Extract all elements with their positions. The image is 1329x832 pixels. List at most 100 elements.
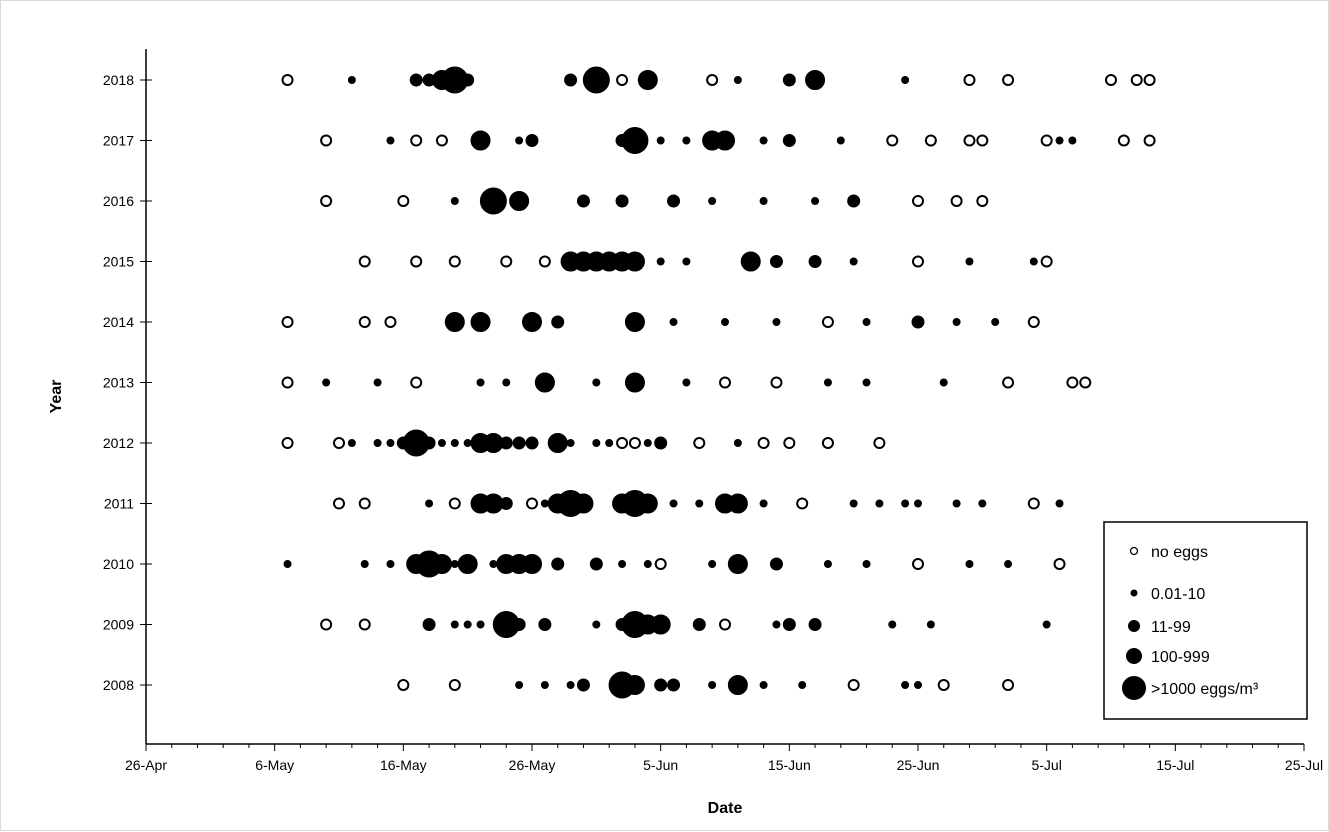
point-no-eggs [397,679,410,691]
point-no-eggs [281,316,294,328]
point-no-eggs [410,255,423,268]
point-no-eggs [847,679,860,691]
point-eggs-a [759,136,768,145]
point-eggs-b [782,618,796,631]
point-eggs-a [476,378,485,387]
point-no-eggs [912,255,924,268]
point-eggs-a [347,76,356,84]
point-eggs-b [499,436,513,450]
point-no-eggs [320,618,333,631]
point-eggs-a [708,560,717,568]
point-eggs-c [547,433,568,453]
point-no-eggs [963,74,976,86]
x-tick-label: 15-Jul [1156,757,1194,773]
point-eggs-a [965,257,974,266]
point-eggs-a [836,136,845,145]
x-tick-label: 6-May [255,757,294,773]
y-tick-label: 2018 [103,72,134,88]
point-eggs-a [450,439,459,447]
point-eggs-c [522,554,542,574]
point-eggs-c [650,614,671,635]
point-eggs-d [479,187,507,215]
x-axis-ticks: 26-Apr 6-May 16-May 26-May 5-Jun 15-Jun 25-Jun… [125,744,1323,773]
point-eggs-a [888,620,897,629]
point-no-eggs [616,437,629,449]
point-eggs-c [740,251,761,272]
point-eggs-a [991,318,1000,326]
point-eggs-a [515,136,524,145]
point-eggs-a [515,681,524,689]
point-eggs-c [805,70,826,90]
point-eggs-b [512,618,526,631]
point-no-eggs [435,134,448,147]
point-no-eggs [628,437,641,449]
x-tick-label: 5-Jun [643,757,678,773]
point-no-eggs [1027,497,1040,510]
point-eggs-a [373,439,382,447]
point-eggs-a [437,439,446,447]
point-eggs-a [1029,257,1038,266]
point-eggs-a [926,620,935,629]
point-eggs-a [502,378,511,387]
point-eggs-a [733,439,742,447]
point-eggs-a [682,378,691,387]
point-eggs-c [637,70,658,90]
point-no-eggs [1130,74,1143,86]
point-no-eggs [320,195,333,207]
point-no-eggs [757,437,770,449]
point-eggs-a [862,378,871,387]
point-no-eggs [821,316,834,328]
point-eggs-a [463,439,472,447]
point-eggs-a [965,560,974,568]
point-eggs-a [656,257,665,266]
point-eggs-a [914,681,922,689]
point-eggs-c [470,130,491,151]
point-eggs-a [450,197,459,205]
point-eggs-b [512,436,526,450]
x-tick-label: 15-Jun [768,757,811,773]
point-eggs-b [576,678,590,692]
point-eggs-c [509,191,530,211]
point-eggs-b [551,557,565,571]
point-eggs-c [624,251,645,272]
x-tick-label: 26-Apr [125,757,167,773]
point-no-eggs [281,74,294,86]
point-eggs-d [582,66,610,94]
point-no-eggs [281,376,294,389]
point-no-eggs [358,255,371,268]
point-eggs-a [1068,136,1077,145]
point-eggs-b [808,255,822,268]
point-eggs-a [386,136,395,145]
x-tick-label: 16-May [380,757,427,773]
point-eggs-c [470,312,491,332]
point-eggs-a [939,378,948,387]
point-eggs-a [862,560,871,568]
point-eggs-b [461,73,475,87]
point-eggs-c [727,675,748,695]
point-eggs-a [656,136,665,145]
point-eggs-c [727,554,748,574]
point-eggs-a [669,318,678,326]
point-no-eggs [693,437,706,449]
point-eggs-a [360,560,369,568]
point-eggs-c [522,312,542,332]
point-eggs-a [901,499,910,508]
point-no-eggs [1143,74,1156,86]
x-tick-label: 26-May [509,757,556,773]
point-no-eggs [796,497,809,510]
point-eggs-a [914,499,922,508]
point-no-eggs [912,195,924,207]
point-eggs-b [769,557,783,571]
point-eggs-b [782,73,796,87]
point-eggs-b [654,678,668,692]
legend-label: >1000 eggs/m³ [1151,681,1259,698]
point-eggs-a [386,560,395,568]
point-eggs-b [409,73,423,87]
point-no-eggs [783,437,796,449]
point-eggs-a [849,257,858,266]
x-axis-title: Date [708,800,743,817]
point-eggs-b [692,618,706,631]
point-eggs-a [618,560,627,568]
point-no-eggs [912,558,924,570]
point-no-eggs [333,497,345,510]
